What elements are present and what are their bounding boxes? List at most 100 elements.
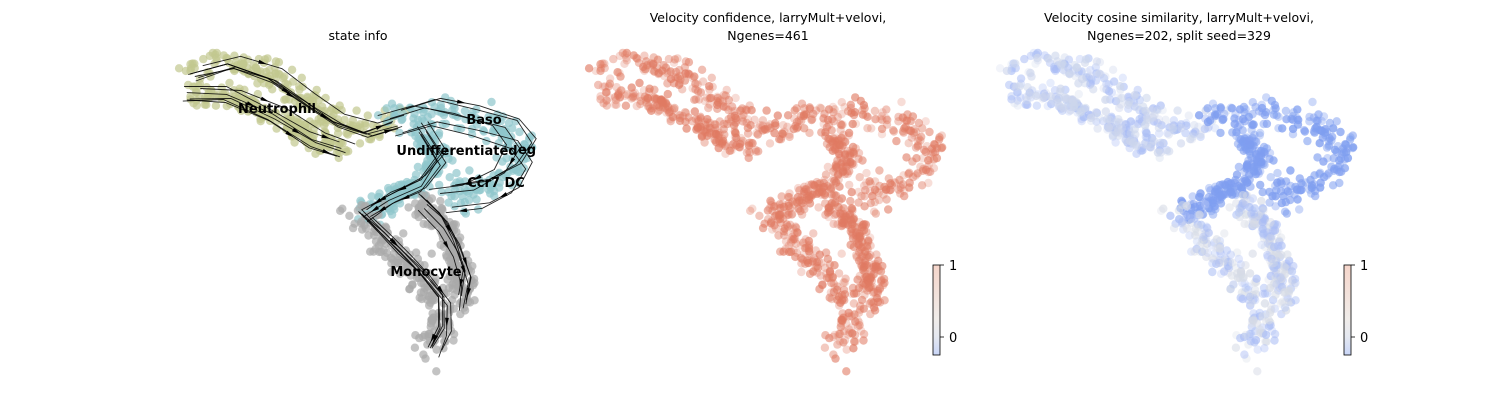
cosine-point	[1002, 66, 1012, 76]
confidence-point	[827, 191, 836, 200]
confidence-point	[914, 118, 924, 128]
cosine-point	[1056, 84, 1065, 93]
confidence-point	[807, 180, 816, 189]
cell-point	[204, 90, 213, 99]
confidence-point	[837, 98, 846, 107]
cell-point	[450, 192, 459, 201]
cosine-point	[1086, 116, 1096, 126]
cosine-point	[1080, 79, 1090, 88]
confidence-point	[776, 214, 785, 223]
cosine-point	[1116, 100, 1125, 109]
cosine-point	[1272, 111, 1281, 120]
confidence-point	[697, 131, 707, 140]
streamline-arrow	[391, 239, 399, 247]
confidence-point	[835, 182, 844, 191]
cosine-point	[1272, 186, 1281, 195]
cosine-point	[1258, 204, 1267, 213]
cell-point	[352, 106, 361, 115]
cosine-point	[1108, 65, 1118, 75]
cosine-point	[1234, 162, 1244, 172]
cosine-point	[1165, 147, 1174, 156]
confidence-point	[701, 117, 710, 127]
cell-point	[419, 350, 428, 359]
confidence-point	[799, 202, 808, 211]
cell-point	[415, 143, 424, 152]
confidence-point	[863, 251, 872, 260]
cosine-point	[1153, 148, 1163, 157]
streamline-arrow	[286, 91, 295, 98]
cosine-point	[1206, 186, 1215, 195]
confidence-point	[847, 217, 857, 226]
cosine-point	[1258, 217, 1268, 226]
confidence-point	[754, 123, 763, 132]
cosine-point	[1208, 99, 1218, 108]
confidence-point	[867, 124, 876, 133]
cell-point	[420, 330, 429, 340]
cell-point	[190, 59, 199, 68]
streamline-arrow	[377, 195, 387, 202]
cell-point	[363, 111, 372, 120]
cosine-point	[1195, 192, 1204, 202]
confidence-point	[690, 95, 699, 105]
confidence-point	[846, 100, 855, 110]
streamline-arrow	[260, 96, 270, 102]
confidence-point	[757, 123, 767, 133]
confidence-point	[824, 273, 833, 283]
cosine-point	[1260, 344, 1269, 353]
confidence-point	[857, 326, 866, 335]
cell-point	[410, 343, 420, 352]
confidence-point	[894, 117, 903, 126]
cosine-point	[1117, 93, 1127, 103]
confidence-point	[666, 74, 676, 84]
cell-point	[432, 345, 441, 354]
confidence-point	[703, 115, 712, 124]
confidence-point	[600, 82, 609, 91]
confidence-point	[855, 173, 864, 182]
confidence-point	[696, 114, 705, 123]
confidence-point	[838, 163, 847, 172]
cosine-point	[1197, 238, 1207, 247]
cell-point	[340, 115, 349, 125]
confidence-point	[596, 59, 605, 69]
cell-point	[436, 100, 445, 110]
confidence-point	[785, 189, 794, 198]
cell-point	[434, 325, 443, 334]
confidence-point	[766, 123, 775, 133]
cosine-point	[1305, 112, 1314, 122]
confidence-point	[878, 115, 887, 125]
cosine-point	[1046, 78, 1055, 88]
cosine-point	[1274, 124, 1283, 133]
cosine-point	[1245, 269, 1255, 278]
cosine-point	[1116, 129, 1126, 138]
cosine-point	[1187, 135, 1197, 144]
streamline	[362, 131, 438, 218]
confidence-point	[792, 248, 802, 257]
cosine-point	[1149, 136, 1159, 145]
confidence-point	[805, 269, 815, 278]
cosine-point	[1023, 83, 1032, 92]
confidence-point	[675, 71, 685, 81]
cosine-point	[1311, 191, 1320, 201]
confidence-point	[614, 90, 623, 99]
cell-point	[519, 164, 529, 173]
confidence-point	[731, 118, 740, 128]
cosine-point	[1257, 227, 1267, 236]
cosine-point	[1116, 82, 1125, 91]
cosine-point	[1225, 203, 1234, 212]
confidence-point	[663, 89, 672, 99]
cosine-point	[1186, 135, 1195, 144]
cosine-point	[1011, 59, 1020, 68]
confidence-point	[775, 135, 784, 144]
cosine-point	[1190, 247, 1199, 256]
confidence-point	[746, 138, 756, 147]
confidence-point	[612, 83, 621, 92]
cosine-point	[1262, 144, 1272, 153]
cosine-point	[1155, 153, 1164, 163]
confidence-point	[784, 201, 793, 211]
cosine-point	[1269, 252, 1279, 261]
cosine-point	[1282, 261, 1292, 270]
cosine-point	[1235, 207, 1245, 216]
confidence-point	[841, 274, 850, 283]
cosine-point	[1203, 104, 1212, 113]
confidence-point	[632, 101, 641, 111]
